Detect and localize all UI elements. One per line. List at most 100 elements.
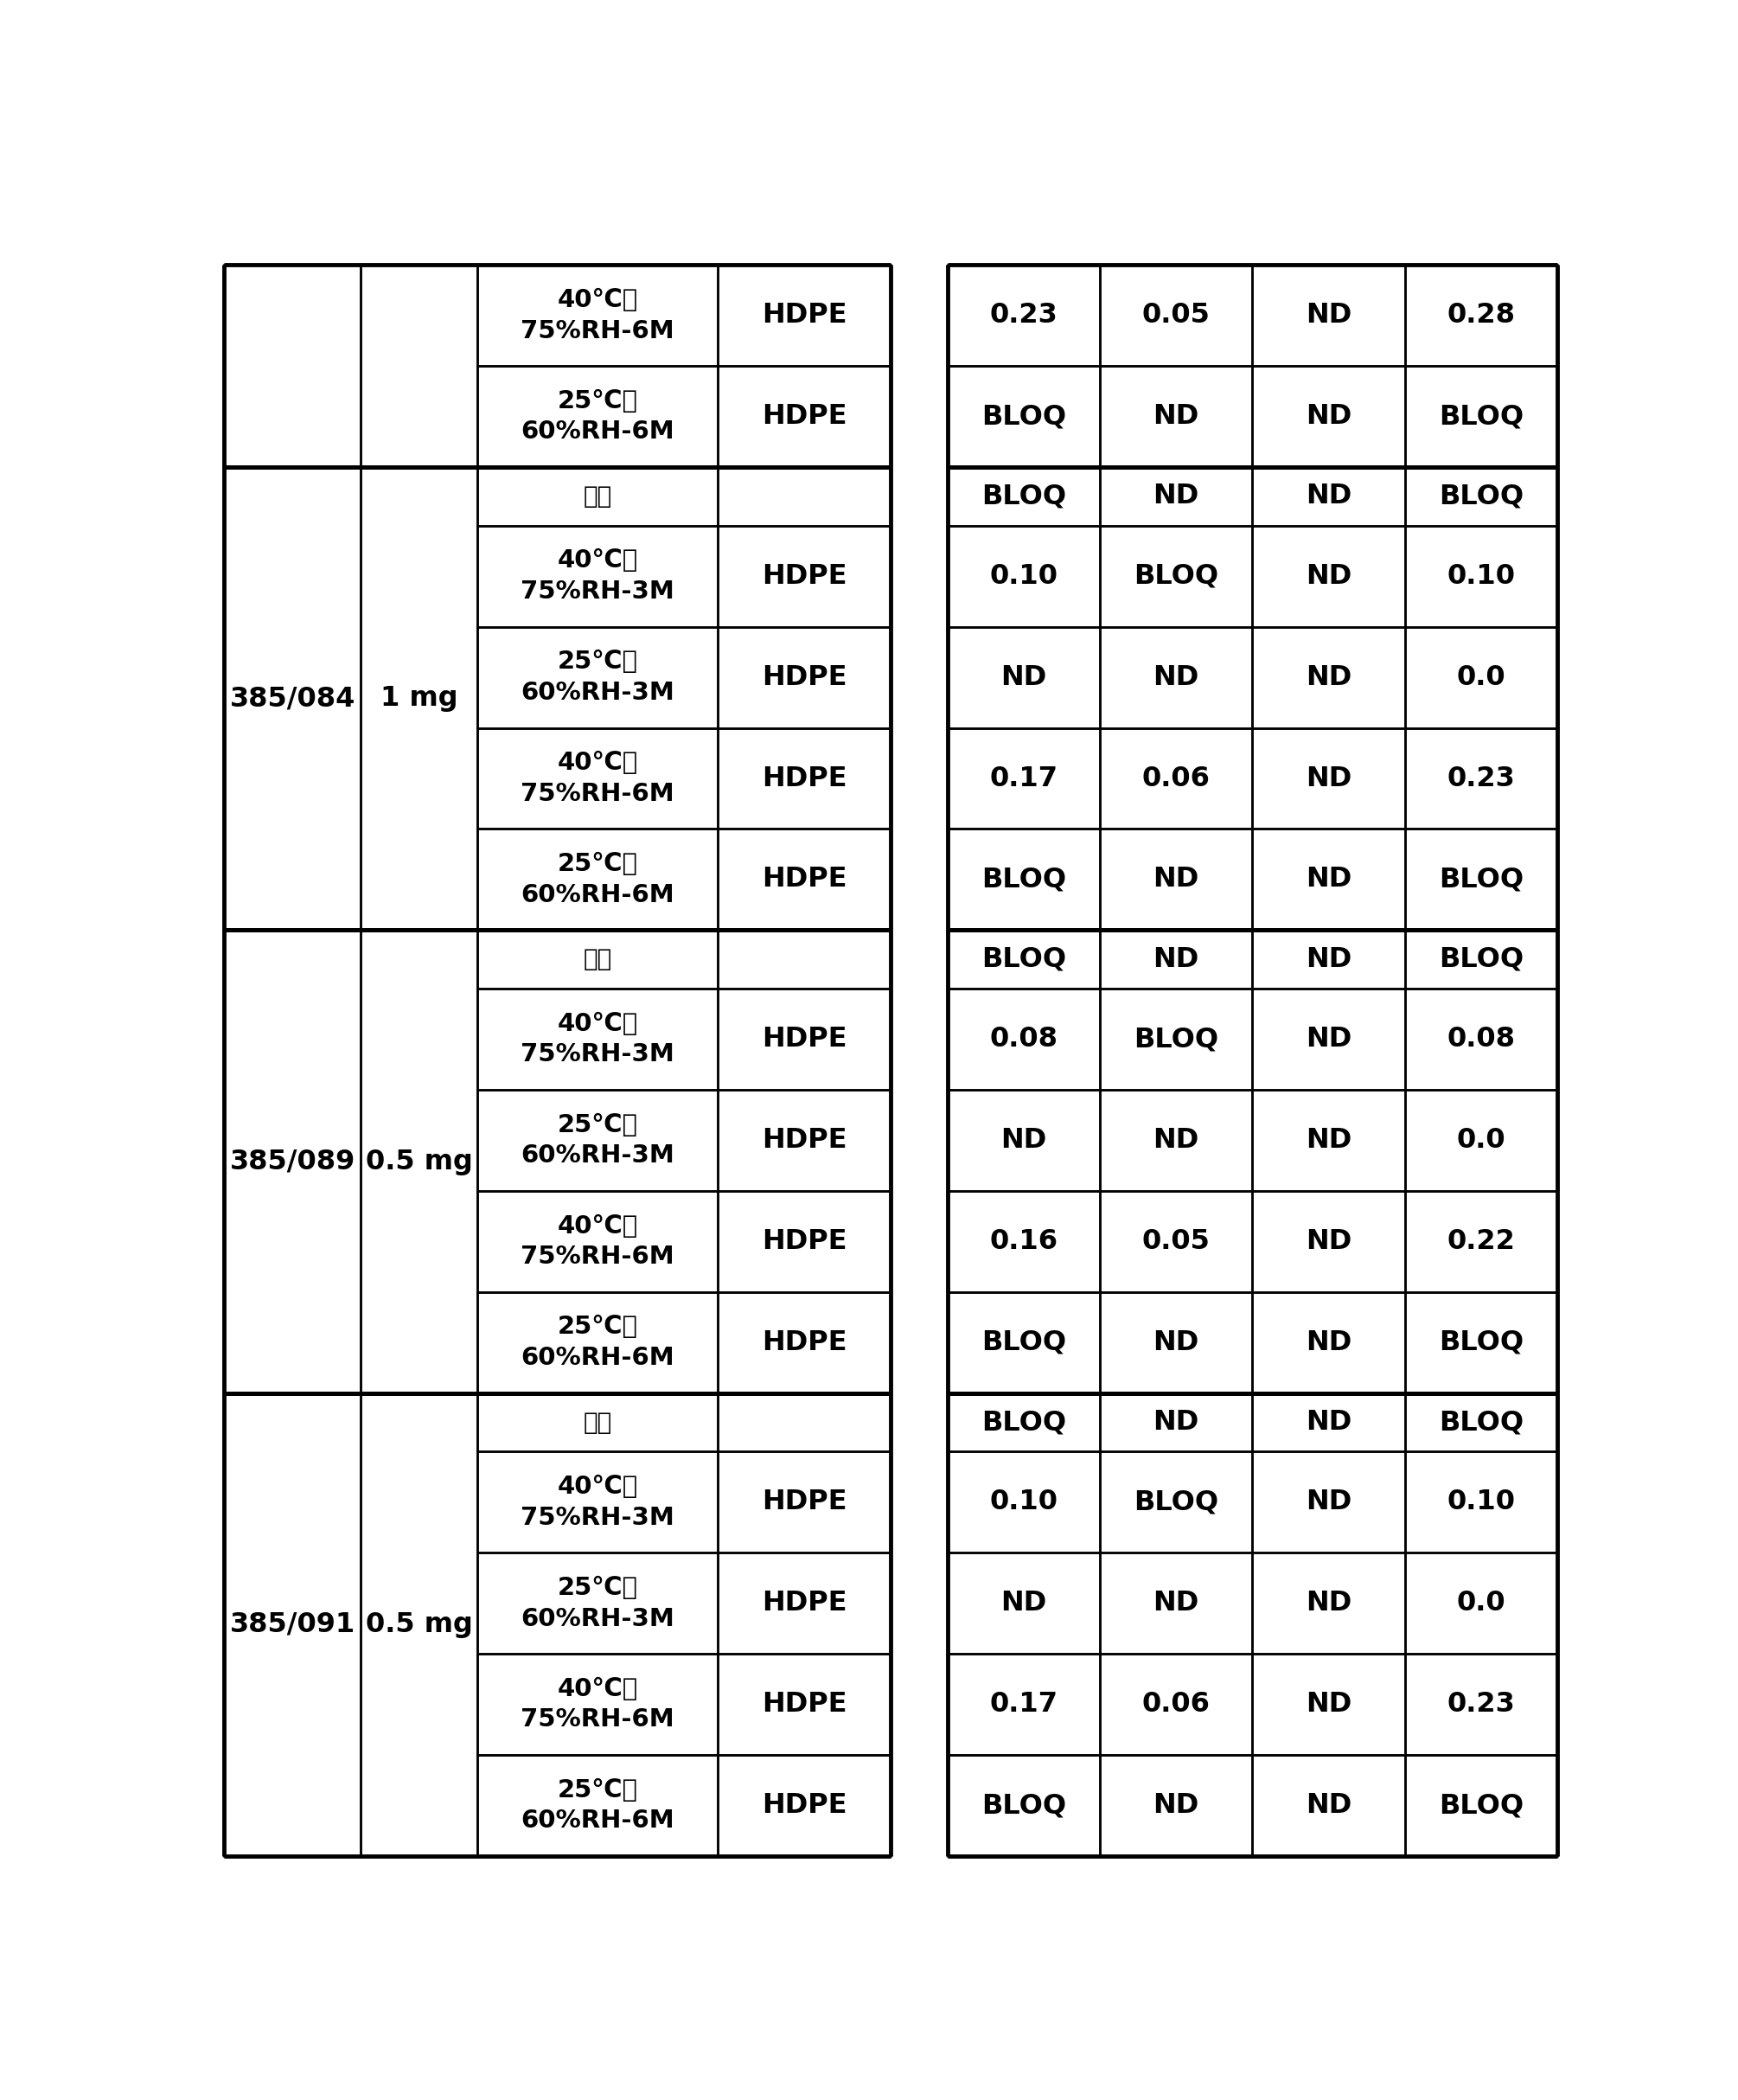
Bar	[1404, 930, 1557, 989]
Bar	[224, 1392, 362, 1856]
Text: 40℃，
75%RH-3M: 40℃， 75%RH-3M	[520, 1012, 674, 1067]
Text: ND: ND	[1305, 563, 1352, 590]
Text: HDPE: HDPE	[761, 302, 846, 330]
Bar	[947, 1090, 1100, 1191]
Bar	[1404, 466, 1557, 525]
Text: 0.06: 0.06	[1142, 764, 1210, 792]
Bar	[718, 1191, 892, 1292]
Bar	[1253, 525, 1404, 626]
Text: HDPE: HDPE	[761, 1128, 846, 1153]
Text: BLOQ: BLOQ	[1439, 483, 1524, 510]
Bar	[478, 989, 718, 1090]
Bar	[947, 265, 1100, 365]
Text: ND: ND	[1305, 483, 1352, 510]
Text: ND: ND	[1152, 1329, 1199, 1357]
Text: HDPE: HDPE	[761, 764, 846, 792]
Bar	[362, 930, 478, 1392]
Bar	[1404, 1451, 1557, 1552]
Text: ND: ND	[1152, 483, 1199, 510]
Bar	[1404, 1292, 1557, 1392]
Bar	[947, 729, 1100, 830]
Text: 40℃，
75%RH-6M: 40℃， 75%RH-6M	[520, 752, 674, 806]
Text: 0.16: 0.16	[989, 1228, 1058, 1256]
Text: 25℃，
60%RH-3M: 25℃， 60%RH-3M	[520, 649, 674, 706]
Text: 0.17: 0.17	[989, 764, 1058, 792]
Text: 0.22: 0.22	[1448, 1228, 1516, 1256]
Bar	[947, 930, 1100, 989]
Bar	[1253, 930, 1404, 989]
Text: ND: ND	[1152, 865, 1199, 892]
Text: 40℃，
75%RH-3M: 40℃， 75%RH-3M	[520, 1474, 674, 1529]
Bar	[478, 265, 718, 365]
Bar	[1253, 1292, 1404, 1392]
Text: ND: ND	[1305, 865, 1352, 892]
Bar	[1404, 729, 1557, 830]
Bar	[1253, 466, 1404, 525]
Bar	[718, 1292, 892, 1392]
Bar	[362, 1392, 478, 1856]
Bar	[1404, 1655, 1557, 1756]
Text: ND: ND	[1152, 1590, 1199, 1617]
Bar	[718, 626, 892, 729]
Text: HDPE: HDPE	[761, 1691, 846, 1718]
Text: HDPE: HDPE	[761, 1489, 846, 1516]
Bar	[1253, 1451, 1404, 1552]
Bar	[224, 930, 362, 1392]
Text: ND: ND	[1305, 1027, 1352, 1052]
Text: ND: ND	[1305, 1409, 1352, 1436]
Bar	[1253, 1756, 1404, 1856]
Bar	[947, 1191, 1100, 1292]
Text: BLOQ: BLOQ	[982, 1791, 1065, 1819]
Text: BLOQ: BLOQ	[1439, 1409, 1524, 1436]
Text: 25℃，
60%RH-6M: 25℃， 60%RH-6M	[520, 1779, 674, 1833]
Text: HDPE: HDPE	[761, 1590, 846, 1617]
Bar	[947, 1756, 1100, 1856]
Bar	[718, 1392, 892, 1451]
Text: 0.08: 0.08	[1448, 1027, 1516, 1052]
Text: ND: ND	[1305, 664, 1352, 691]
Bar	[478, 365, 718, 466]
Text: ND: ND	[1305, 1228, 1352, 1256]
Bar	[1100, 1292, 1253, 1392]
Bar	[1253, 626, 1404, 729]
Text: 0.0: 0.0	[1456, 664, 1505, 691]
Text: 0.28: 0.28	[1448, 302, 1516, 330]
Bar	[718, 729, 892, 830]
Text: BLOQ: BLOQ	[982, 1409, 1065, 1436]
Text: BLOQ: BLOQ	[982, 1329, 1065, 1357]
Text: HDPE: HDPE	[761, 1027, 846, 1052]
Text: 0.05: 0.05	[1142, 1228, 1210, 1256]
Text: ND: ND	[1305, 1128, 1352, 1153]
Text: 25℃，
60%RH-3M: 25℃， 60%RH-3M	[520, 1575, 674, 1632]
Bar	[478, 525, 718, 626]
Bar	[718, 265, 892, 365]
Text: ND: ND	[1305, 1489, 1352, 1516]
Bar	[1404, 1392, 1557, 1451]
Text: BLOQ: BLOQ	[1439, 1791, 1524, 1819]
Bar	[1253, 989, 1404, 1090]
Bar	[224, 265, 362, 466]
Text: ND: ND	[1305, 764, 1352, 792]
Bar	[1100, 1552, 1253, 1655]
Bar	[1404, 1090, 1557, 1191]
Bar	[224, 466, 362, 930]
Bar	[1253, 830, 1404, 930]
Bar	[362, 466, 478, 930]
Text: BLOQ: BLOQ	[982, 865, 1065, 892]
Text: 0.23: 0.23	[1448, 1691, 1516, 1718]
Bar	[1100, 1191, 1253, 1292]
Text: BLOQ: BLOQ	[1439, 865, 1524, 892]
Text: 40℃，
75%RH-6M: 40℃， 75%RH-6M	[520, 288, 674, 342]
Bar	[1100, 1451, 1253, 1552]
Bar	[718, 466, 892, 525]
Bar	[478, 830, 718, 930]
Text: ND: ND	[1305, 403, 1352, 430]
Bar	[478, 1090, 718, 1191]
Bar	[1404, 989, 1557, 1090]
Bar	[718, 1090, 892, 1191]
Text: 40℃，
75%RH-6M: 40℃， 75%RH-6M	[520, 1678, 674, 1732]
Text: 0.10: 0.10	[1448, 1489, 1516, 1516]
Bar	[478, 1451, 718, 1552]
Text: 25℃，
60%RH-6M: 25℃， 60%RH-6M	[520, 853, 674, 907]
Bar	[1253, 365, 1404, 466]
